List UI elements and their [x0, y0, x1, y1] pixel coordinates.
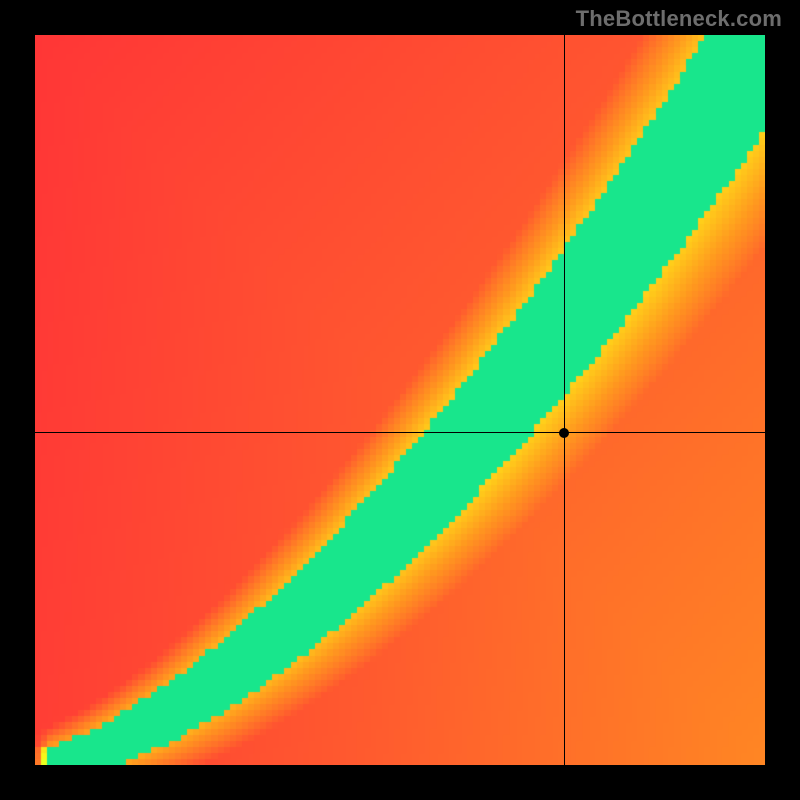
marker-dot: [559, 428, 569, 438]
watermark-text: TheBottleneck.com: [576, 6, 782, 32]
crosshair-vertical: [564, 35, 565, 765]
heatmap-canvas: [35, 35, 765, 765]
crosshair-horizontal: [35, 432, 765, 433]
plot-area: [35, 35, 765, 765]
